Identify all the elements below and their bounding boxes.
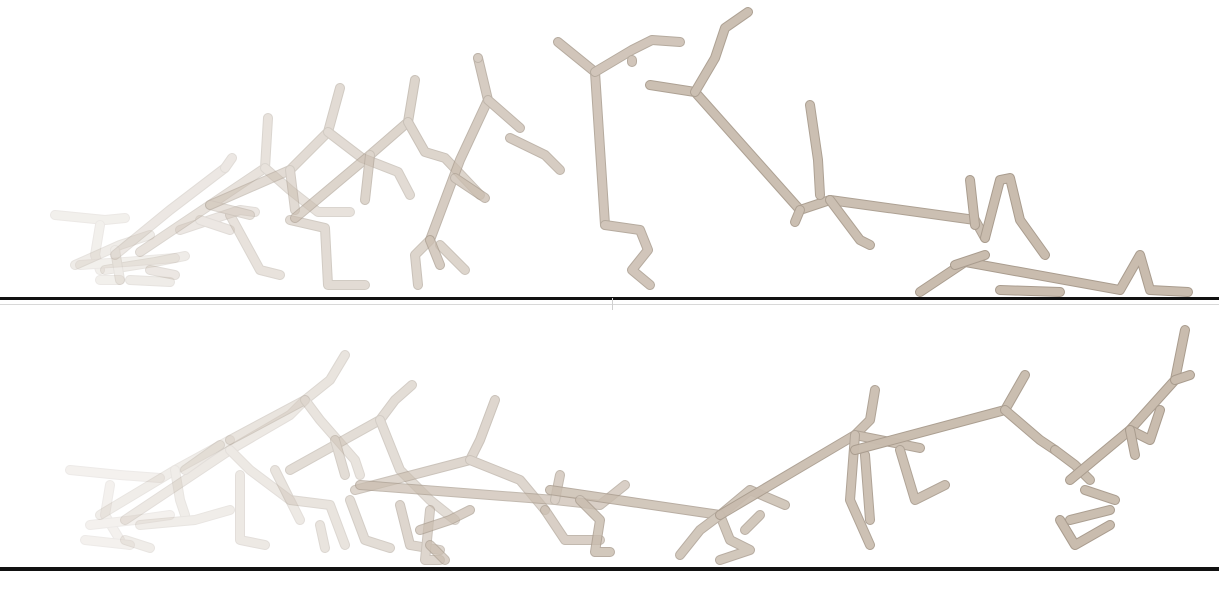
limb-segment — [795, 210, 800, 222]
limb-segment — [1085, 490, 1115, 500]
limb-segment — [290, 170, 295, 210]
limb-segment — [150, 270, 175, 275]
motion-sequence-stage — [0, 0, 1219, 571]
stick-figure-strobe — [0, 0, 1219, 571]
limb-segment — [320, 525, 325, 548]
limb-segment — [605, 225, 650, 285]
limb-segment — [200, 220, 230, 230]
limb-segment — [970, 180, 975, 225]
top-figure-frame-8 — [558, 40, 680, 285]
limb-segment — [70, 470, 160, 478]
limb-segment — [1000, 290, 1060, 292]
limb-segment — [55, 215, 125, 220]
limb-segment — [130, 280, 170, 282]
limb-segment — [1175, 375, 1190, 380]
limb-segment — [1070, 510, 1110, 520]
limb-segment — [230, 215, 280, 275]
top-figure-frame-9 — [650, 12, 985, 245]
limb-segment — [365, 155, 370, 200]
limb-segment — [595, 40, 680, 72]
top-figure-frame-10 — [920, 178, 1188, 292]
limb-segment — [745, 515, 760, 530]
limb-segment — [240, 475, 265, 545]
limb-segment — [1005, 410, 1055, 450]
limb-segment — [430, 58, 488, 240]
limb-segment — [1130, 430, 1135, 455]
limb-segment — [350, 500, 390, 548]
limb-segment — [290, 220, 365, 285]
limb-segment — [488, 100, 520, 128]
limb-shadow — [1070, 330, 1185, 480]
top-figure-frame-5 — [210, 88, 410, 285]
limb-segment — [680, 515, 720, 555]
limb-segment — [510, 138, 560, 170]
limb-segment — [865, 455, 870, 520]
limb-segment — [650, 85, 830, 210]
limb-segment — [1070, 330, 1185, 480]
